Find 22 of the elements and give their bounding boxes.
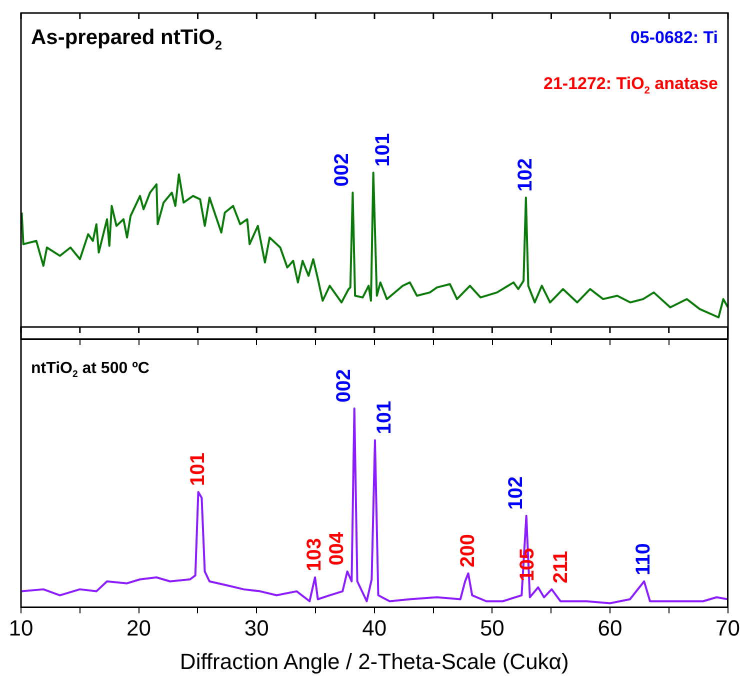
x-tick-label: 60 — [598, 615, 622, 640]
annotation: 101 — [373, 400, 396, 434]
annotation: 103 — [304, 538, 326, 572]
annotation: 002 — [331, 153, 354, 187]
annotation: 101 — [372, 133, 394, 167]
annotation: 102 — [514, 158, 536, 192]
annotation: 211 — [550, 551, 572, 584]
annotation: 102 — [504, 476, 527, 510]
x-tick-label: 20 — [126, 615, 152, 640]
x-tick-label: 10 — [8, 615, 34, 640]
annotation: 110 — [632, 543, 655, 576]
x-tick-label: 30 — [244, 615, 269, 640]
annotation: 200 — [456, 534, 479, 568]
text: 05-0682: Ti — [630, 28, 718, 47]
annotation: 004 — [326, 531, 348, 566]
annotation: 105 — [516, 548, 539, 582]
annotation: 101 — [186, 452, 209, 486]
annotation: 002 — [332, 369, 355, 402]
x-tick-label: 40 — [362, 615, 387, 640]
x-tick-label: 50 — [480, 615, 504, 640]
x-axis-title: Diffraction Angle / 2-Theta-Scale (Cukα) — [180, 648, 569, 674]
x-tick-label: 70 — [716, 615, 740, 640]
